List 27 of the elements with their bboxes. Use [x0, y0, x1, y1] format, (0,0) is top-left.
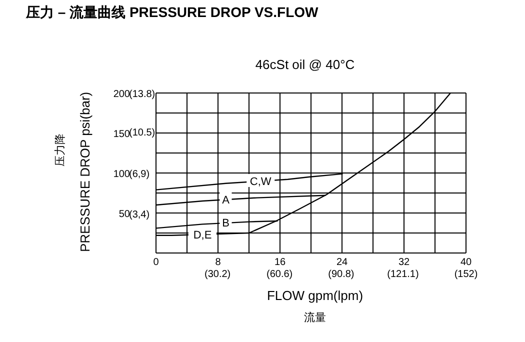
x2-tick-label: (60.6) — [266, 269, 293, 280]
annotation: D,E — [193, 230, 212, 242]
annotation: C,W — [250, 176, 272, 188]
x-tick-label: 32 — [398, 257, 410, 268]
x-tick-label: 16 — [274, 257, 286, 268]
chart-title: 压力 – 流量曲线 PRESSURE DROP VS.FLOW — [26, 4, 318, 22]
y-tick-label: 50 — [118, 209, 130, 220]
x2-tick-label: (152) — [454, 269, 478, 280]
x-axis-title: FLOW gpm(lpm) 流量 — [266, 288, 364, 325]
y2-tick-label: (13.8) — [129, 89, 156, 100]
annotation: B — [222, 218, 230, 230]
y2-tick-label: (10.5) — [129, 127, 156, 138]
chart-subtitle: 46cSt oil @ 40°C — [254, 57, 356, 72]
y2-tick-label: (6,9) — [129, 169, 150, 180]
x2-tick-label: (30.2) — [204, 269, 231, 280]
y2-tick-label: (3,4) — [129, 210, 150, 221]
y-tick-label: 100 — [113, 169, 130, 180]
x2-tick-label: (121.1) — [387, 269, 419, 280]
y-axis-title: PRESSURE DROP psi(bar) 压力降 — [54, 92, 92, 252]
y-tick-label: 150 — [113, 129, 130, 140]
x2-tick-label: (90.8) — [328, 269, 354, 280]
x-tick-label: 40 — [460, 257, 472, 268]
x-tick-label: 8 — [215, 257, 222, 268]
x-tick-label: 0 — [153, 257, 160, 268]
annotation: A — [222, 194, 230, 206]
x-tick-label: 24 — [336, 257, 348, 268]
y-tick-label: 200 — [113, 89, 130, 100]
